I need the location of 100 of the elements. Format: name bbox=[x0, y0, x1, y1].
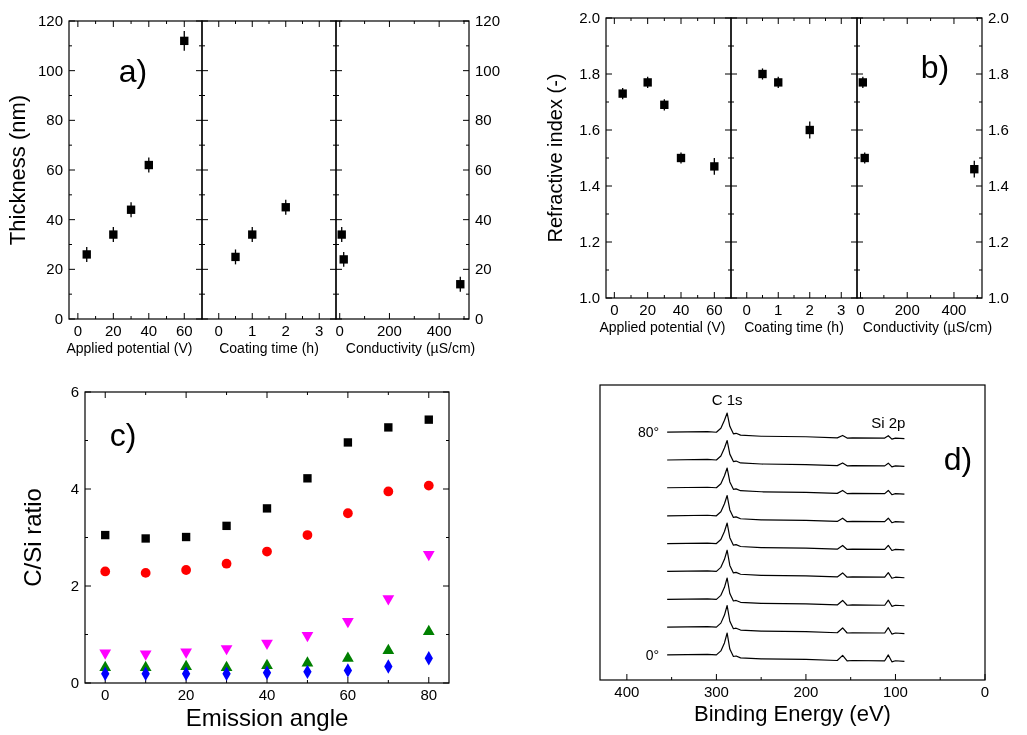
point bbox=[140, 568, 151, 578]
y-tick-label: 100 bbox=[37, 61, 63, 79]
point bbox=[109, 230, 118, 239]
y-tick-label: 40 bbox=[46, 210, 63, 228]
annotation: a) bbox=[118, 53, 148, 89]
x-axis-title: Conductivity (µS/cm) bbox=[345, 340, 476, 356]
annotation: d) bbox=[943, 441, 973, 477]
point bbox=[181, 532, 191, 542]
y-tick-label: 60 bbox=[46, 161, 63, 178]
x-tick-label: 20 bbox=[639, 301, 657, 318]
point bbox=[82, 250, 91, 259]
annotation: C 1s bbox=[711, 391, 743, 408]
x-tick-label: 20 bbox=[104, 322, 122, 339]
x-axis-title: Coating time (h) bbox=[219, 340, 319, 356]
point bbox=[303, 474, 312, 483]
point bbox=[383, 486, 394, 497]
y-axis-title: Thickness (nm) bbox=[5, 94, 30, 246]
x-tick-label: 0 bbox=[214, 322, 223, 339]
y-tick-label: 1.4 bbox=[579, 177, 600, 194]
y-tick-label: 20 bbox=[46, 260, 63, 278]
point bbox=[343, 438, 353, 447]
x-tick-label: 3 bbox=[315, 322, 324, 339]
point bbox=[710, 162, 719, 171]
x-tick-label: 200 bbox=[793, 683, 819, 700]
x-axis-title: Applied potential (V) bbox=[599, 319, 726, 335]
point bbox=[456, 280, 465, 289]
x-tick-label: 40 bbox=[140, 322, 158, 339]
series-label: 80° bbox=[637, 424, 660, 441]
point bbox=[126, 205, 136, 214]
point bbox=[339, 255, 348, 264]
point bbox=[141, 534, 150, 543]
y-axis-title: Refractive index (-) bbox=[544, 73, 566, 243]
y2-tick-label: 20 bbox=[475, 260, 492, 278]
y-tick-label: 1.2 bbox=[579, 233, 600, 250]
y2-tick-label: 120 bbox=[475, 12, 501, 29]
point bbox=[424, 415, 433, 424]
y2-tick-label: 1.8 bbox=[988, 65, 1009, 82]
x-tick-label: 3 bbox=[837, 301, 846, 318]
y2-tick-label: 40 bbox=[475, 210, 492, 228]
y-tick-label: 2.0 bbox=[579, 9, 600, 26]
x-tick-label: 40 bbox=[672, 301, 690, 318]
point bbox=[618, 89, 627, 98]
point bbox=[302, 530, 313, 540]
x-tick-label: 0 bbox=[980, 683, 990, 700]
x-tick-label: 0 bbox=[742, 301, 751, 318]
x-tick-label: 1 bbox=[248, 322, 257, 339]
x-tick-label: 60 bbox=[339, 686, 357, 703]
x-axis-title: Emission angle bbox=[185, 704, 349, 731]
point bbox=[101, 530, 110, 540]
x-tick-label: 400 bbox=[614, 683, 640, 700]
point bbox=[221, 558, 232, 569]
y-tick-label: 1.6 bbox=[579, 121, 600, 138]
y-axis-title: C/Si ratio bbox=[19, 488, 46, 587]
y2-tick-label: 100 bbox=[475, 61, 501, 79]
y2-tick-label: 1.0 bbox=[988, 289, 1009, 306]
y-tick-label: 120 bbox=[37, 12, 63, 29]
x-tick-label: 0 bbox=[856, 301, 865, 318]
x-axis-title: Coating time (h) bbox=[744, 319, 844, 335]
y-tick-label: 80 bbox=[46, 111, 63, 129]
x-tick-label: 2 bbox=[805, 301, 814, 318]
y2-tick-label: 60 bbox=[475, 161, 492, 178]
x-tick-label: 80 bbox=[420, 686, 438, 703]
x-tick-label: 300 bbox=[703, 683, 729, 700]
point bbox=[384, 423, 393, 432]
series-label: 0° bbox=[645, 646, 660, 663]
x-tick-label: 60 bbox=[175, 322, 193, 339]
point bbox=[860, 153, 869, 163]
point bbox=[144, 160, 153, 170]
point bbox=[342, 651, 354, 662]
x-axis-title: Binding Energy (eV) bbox=[694, 701, 891, 726]
point bbox=[262, 546, 272, 557]
point bbox=[643, 78, 652, 87]
annotation: c) bbox=[109, 417, 137, 453]
point bbox=[970, 165, 979, 174]
annotation: Si 2p bbox=[871, 413, 906, 431]
point bbox=[343, 508, 353, 519]
point bbox=[301, 656, 314, 667]
x-tick-label: 1 bbox=[774, 301, 783, 318]
y-tick-label: 2 bbox=[70, 577, 79, 594]
point bbox=[262, 504, 272, 513]
x-tick-label: 0 bbox=[335, 322, 344, 339]
point bbox=[382, 643, 395, 654]
point bbox=[180, 36, 189, 46]
y2-tick-label: 1.4 bbox=[988, 177, 1009, 194]
y2-tick-label: 1.2 bbox=[988, 233, 1009, 250]
x-axis-title: Conductivity (µS/cm) bbox=[862, 319, 993, 335]
point bbox=[676, 153, 686, 163]
x-tick-label: 400 bbox=[426, 322, 452, 339]
x-tick-label: 0 bbox=[610, 301, 619, 318]
point bbox=[100, 566, 111, 577]
point bbox=[222, 521, 231, 531]
y-tick-label: 4 bbox=[70, 480, 79, 497]
x-tick-label: 0 bbox=[101, 686, 110, 703]
y-tick-label: 1.0 bbox=[579, 289, 600, 306]
y2-tick-label: 2.0 bbox=[988, 9, 1009, 26]
x-tick-label: 2 bbox=[281, 322, 290, 339]
y2-tick-label: 1.6 bbox=[988, 121, 1009, 138]
point bbox=[423, 480, 434, 491]
x-tick-label: 400 bbox=[941, 301, 967, 318]
y2-tick-label: 80 bbox=[475, 111, 492, 129]
